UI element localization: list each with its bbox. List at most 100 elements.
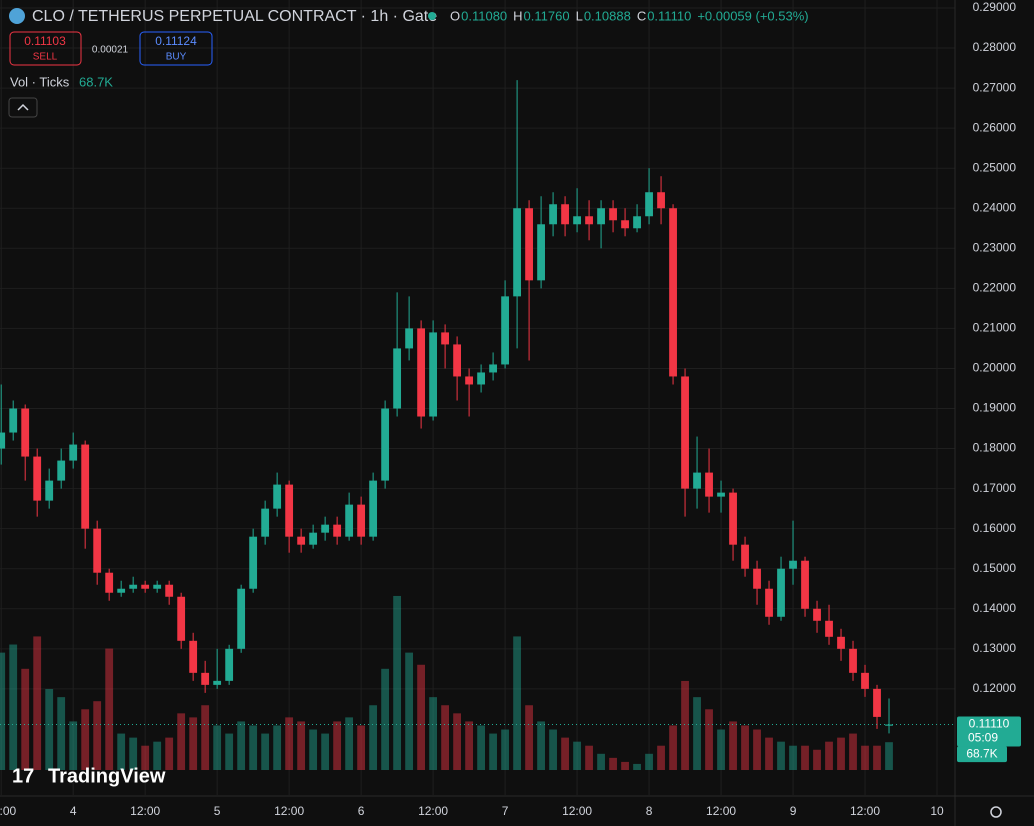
volume-bar (21, 668, 30, 770)
volume-bar (177, 713, 186, 770)
volume-bar (669, 725, 677, 770)
candle-body (789, 560, 797, 569)
y-tick-label: 0.20000 (973, 361, 1017, 375)
sell-button[interactable] (9, 31, 82, 66)
candle-body (225, 648, 234, 681)
y-tick-label: 0.29000 (973, 0, 1017, 14)
candle-body (465, 376, 474, 385)
volume-bar (609, 757, 617, 770)
volume-bar (33, 636, 42, 770)
volume-bar (357, 725, 366, 770)
y-tick-label: 0.25000 (973, 160, 1017, 174)
volume-bar (393, 595, 402, 770)
candle-body (801, 560, 809, 609)
collapse-button[interactable] (8, 97, 38, 118)
volume-bar (561, 737, 569, 770)
candle-body (657, 192, 665, 209)
volume-bar (861, 745, 869, 770)
candle-body (669, 208, 677, 377)
sell-label: SELL (33, 52, 58, 63)
y-tick-label: 0.26000 (973, 120, 1017, 134)
settings-icon[interactable] (990, 806, 1002, 818)
candle-body (777, 568, 785, 617)
ohlc-key: L (576, 8, 583, 23)
candle-body (201, 672, 210, 685)
volume-bar (105, 648, 114, 770)
volume-bar (273, 725, 282, 770)
y-tick-label: 0.22000 (973, 281, 1017, 295)
candle-body (525, 208, 533, 281)
candle-body (825, 620, 833, 637)
volume-bar (477, 725, 485, 770)
candle-body (357, 504, 366, 537)
y-tick-label: 0.19000 (973, 401, 1017, 415)
candle-body (69, 444, 78, 461)
volume-bar (237, 721, 246, 770)
volume-bar (153, 741, 162, 770)
candle-body (417, 328, 426, 417)
x-tick-label: 4 (70, 804, 77, 818)
volume-bar (597, 753, 605, 770)
candle-body (297, 536, 306, 545)
volume-bar (261, 733, 270, 770)
volume-bar (813, 749, 821, 770)
y-tick-label: 0.24000 (973, 200, 1017, 214)
volume-bar (309, 729, 318, 770)
x-tick-label: 9 (790, 804, 797, 818)
volume-bar (81, 709, 90, 770)
x-tick-label: 12:00 (562, 804, 592, 818)
candle-body (705, 472, 713, 497)
candle-body (885, 724, 893, 726)
countdown: 05:09 (968, 731, 998, 745)
volume-bar (741, 725, 749, 770)
volume-bar (645, 753, 653, 770)
ohlc-key: H (513, 8, 522, 23)
buy-button[interactable] (139, 31, 213, 66)
candle-body (513, 208, 521, 297)
candle-body (333, 524, 342, 537)
candle-body (501, 296, 509, 365)
candle-body (549, 204, 557, 225)
candle-body (0, 432, 6, 449)
volume-legend-value: 68.7K (79, 74, 113, 89)
candle-body (765, 588, 773, 617)
candle-body (309, 532, 318, 545)
volume-bar (0, 652, 6, 770)
candle-body (393, 348, 402, 409)
volume-bar (693, 697, 701, 770)
candle-body (537, 224, 545, 281)
candle-body (597, 208, 605, 225)
volume-bar (57, 697, 66, 770)
volume-bar (753, 729, 761, 770)
ohlc-key: C (637, 8, 646, 23)
candle-body (9, 408, 18, 433)
candle-body (165, 584, 174, 597)
candle-body (213, 680, 222, 685)
ohlc-value: 0.10888 (584, 8, 631, 23)
candle-body (381, 408, 390, 481)
candle-body (729, 492, 737, 545)
candle-body (81, 444, 90, 529)
volume-bar (789, 745, 797, 770)
candle-body (717, 492, 725, 497)
volume-bar (225, 733, 234, 770)
watermark: TradingView (48, 765, 166, 787)
buy-price: 0.11124 (155, 34, 197, 48)
last-price-badge (957, 716, 1021, 747)
volume-bar (657, 745, 665, 770)
x-tick-label: 6 (358, 804, 365, 818)
ohlc-value: 0.11110 (647, 8, 691, 23)
x-tick-label: 12:00 (850, 804, 880, 818)
ohlc-value: 0.11760 (524, 8, 570, 23)
volume-legend: Vol · Ticks (10, 74, 70, 89)
volume-bar (441, 705, 450, 770)
volume-bar (621, 761, 629, 770)
volume-badge-label: 68.7K (966, 746, 997, 760)
volume-bar (345, 717, 354, 770)
candle-body (57, 460, 66, 481)
volume-bar (297, 721, 306, 770)
candle-body (861, 672, 869, 689)
candle-body (141, 584, 150, 589)
volume-bar (705, 709, 713, 770)
candle-body (645, 192, 653, 217)
